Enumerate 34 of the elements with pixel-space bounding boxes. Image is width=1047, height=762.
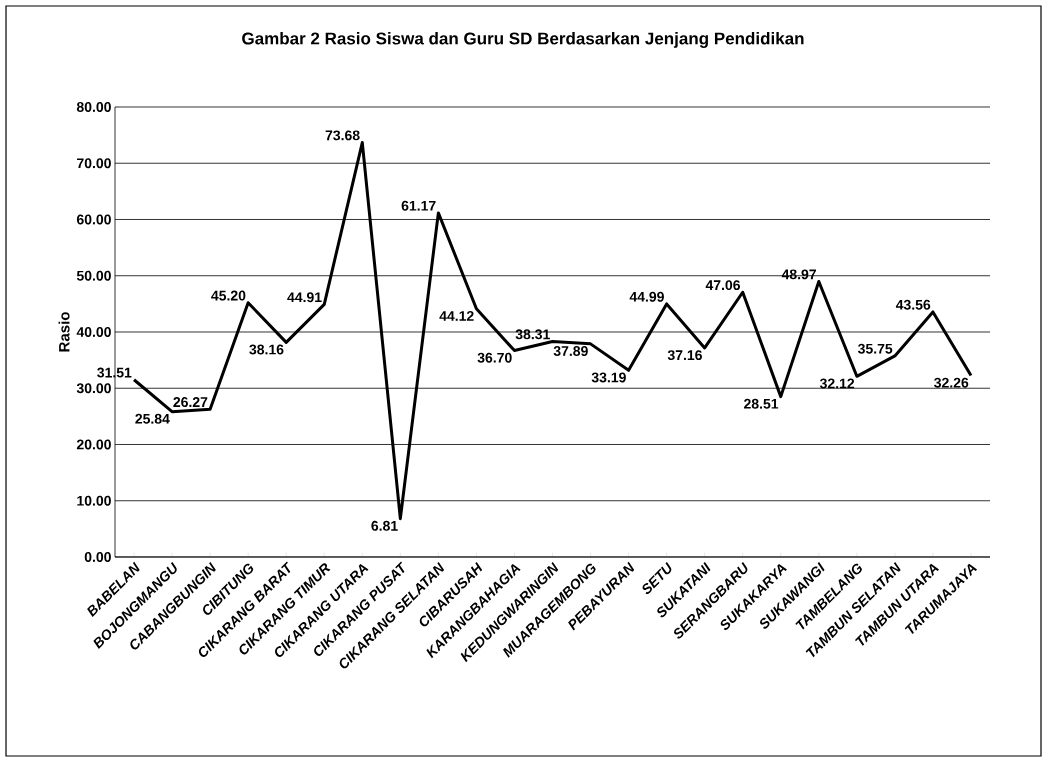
chart-title: Gambar 2 Rasio Siswa dan Guru SD Berdasarkan Jenjang Pendidikan [242,32,804,48]
data-label: 32.12 [819,378,855,389]
y-tick-label: 50.00 [76,270,111,281]
data-label: 33.19 [591,372,626,383]
data-label: 47.06 [705,280,741,291]
data-label: 38.31 [515,329,550,340]
data-label: 44.99 [629,291,664,302]
data-label: 38.16 [249,344,284,355]
y-tick-label: 10.00 [77,495,111,506]
data-label: 61.17 [401,200,436,211]
data-label: 25.84 [135,413,170,424]
line-series [132,141,973,521]
y-tick-label: 80.00 [76,102,111,112]
y-tick-label: 70.00 [77,158,111,169]
y-tick-label: 20.00 [76,439,111,450]
data-label: 35.75 [857,343,893,354]
y-tick-label: 30.00 [76,383,111,394]
data-label: 43.56 [895,299,931,310]
data-label: 37.89 [553,346,588,356]
data-label: 6.81 [371,520,398,531]
data-label: 37.16 [667,350,702,361]
y-tick-label: 0.00 [84,552,111,562]
data-label: 44.12 [439,311,474,321]
y-tick-label: 40.00 [76,327,111,337]
data-label: 26.27 [173,397,208,408]
data-label: 32.26 [934,377,969,388]
data-label: 36.70 [477,352,512,363]
data-label: 73.68 [325,130,360,141]
y-axis-title: Rasio [58,312,70,352]
data-label: 45.20 [211,290,246,301]
data-label: 28.51 [744,398,779,409]
data-label: 44.91 [287,292,322,303]
data-label: 31.51 [97,367,132,378]
y-tick-label: 60.00 [76,214,111,225]
